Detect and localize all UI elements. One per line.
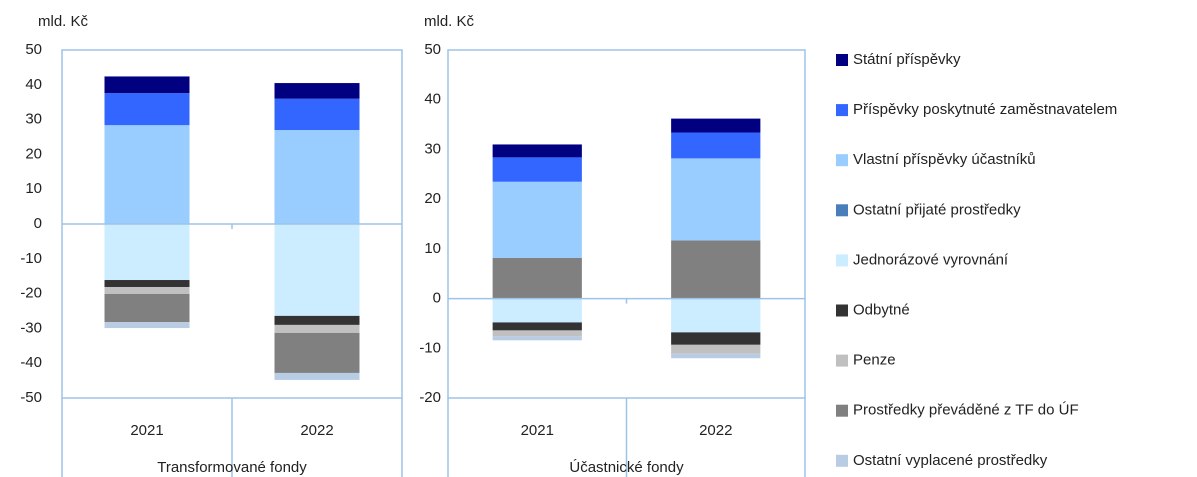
y-axis-label: mld. Kč	[424, 13, 475, 30]
bar-segment	[274, 372, 360, 380]
y-tick-label: -20	[20, 285, 42, 302]
bar-segment	[671, 158, 761, 241]
legend-label: Prostředky převáděné z TF do ÚF	[853, 402, 1079, 419]
x-axis-label: Transformované fondy	[157, 459, 307, 476]
y-tick-label: 40	[424, 91, 441, 108]
legend-label: Odbytné	[853, 301, 910, 318]
legend-swatch	[836, 304, 848, 317]
bar-segment	[104, 293, 190, 323]
bar-segment	[492, 257, 582, 299]
bar-segment	[274, 98, 360, 131]
y-tick-label: 50	[424, 41, 441, 58]
bar-segment	[671, 118, 761, 133]
bar-segment	[104, 224, 190, 281]
y-tick-label: 20	[424, 190, 441, 207]
bar-segment	[104, 76, 190, 94]
y-tick-label: -10	[419, 339, 441, 356]
y-tick-label: -40	[20, 354, 42, 371]
bar-segment	[671, 344, 761, 354]
legend-swatch	[836, 154, 848, 167]
legend-swatch	[836, 254, 848, 267]
y-tick-label: -10	[20, 250, 42, 267]
y-tick-label: 30	[424, 140, 441, 157]
legend-swatch	[836, 104, 848, 117]
bar-segment	[274, 332, 360, 373]
legend-swatch	[836, 354, 848, 367]
legend-label: Ostatní vyplacené prostředky	[853, 452, 1048, 469]
bar-segment	[104, 93, 190, 126]
bar-segment	[492, 330, 582, 337]
bar-segment	[671, 353, 761, 359]
bar-segment	[492, 144, 582, 158]
legend-swatch	[836, 204, 848, 217]
bar-segment	[671, 240, 761, 299]
x-tick-label: 2022	[300, 422, 333, 439]
bar-segment	[104, 125, 190, 224]
bar-segment	[492, 157, 582, 182]
bar-segment	[492, 298, 582, 323]
bar-segment	[104, 280, 190, 287]
x-tick-label: 2021	[130, 422, 163, 439]
x-tick-label: 2022	[699, 422, 732, 439]
y-tick-label: 40	[25, 76, 42, 93]
y-tick-label: 0	[433, 290, 441, 307]
bar-segment	[274, 324, 360, 333]
bar-segment	[492, 181, 582, 258]
bar-segment	[274, 224, 360, 316]
legend-label: Ostatní přijaté prostředky	[853, 201, 1021, 218]
x-axis-label: Účastnické fondy	[569, 459, 684, 476]
x-tick-label: 2021	[521, 422, 554, 439]
bar-segment	[671, 298, 761, 333]
legend-swatch	[836, 54, 848, 66]
y-tick-label: 30	[25, 111, 42, 128]
legend-label: Vlastní příspěvky účastníků	[853, 151, 1036, 168]
y-tick-label: 50	[25, 41, 42, 58]
bar-segment	[104, 322, 190, 329]
bar-segment	[671, 332, 761, 345]
y-tick-label: -50	[20, 389, 42, 406]
y-tick-label: 10	[424, 240, 441, 257]
bar-segment	[274, 130, 360, 224]
y-tick-label: 20	[25, 145, 42, 162]
legend-label: Příspěvky poskytnuté zaměstnavatelem	[853, 101, 1117, 118]
legend-swatch	[836, 454, 848, 467]
legend-label: Penze	[853, 352, 896, 369]
bar-segment	[274, 83, 360, 99]
y-tick-label: 0	[34, 215, 42, 232]
legend-swatch	[836, 404, 848, 417]
bar-segment	[104, 286, 190, 294]
bar-segment	[274, 315, 360, 325]
y-tick-label: -30	[20, 319, 42, 336]
bar-segment	[671, 132, 761, 159]
legend-label: Jednorázové vyrovnání	[853, 251, 1009, 268]
y-axis-label: mld. Kč	[38, 13, 89, 30]
y-tick-label: -20	[419, 389, 441, 406]
y-tick-label: 10	[25, 180, 42, 197]
bar-segment	[492, 322, 582, 331]
legend-label: Státní příspěvky	[853, 51, 961, 68]
bar-segment	[492, 336, 582, 341]
